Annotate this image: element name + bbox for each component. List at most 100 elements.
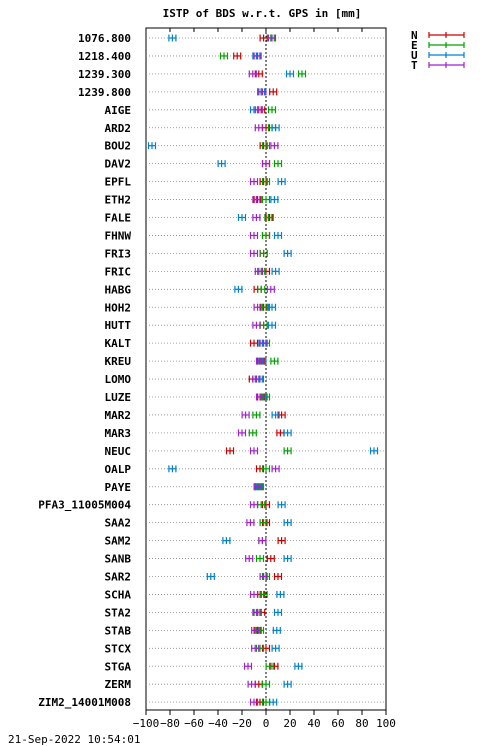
point-e xyxy=(261,465,271,473)
legend-label-u: U xyxy=(411,49,418,62)
point-n xyxy=(266,555,275,563)
x-tick-label: −20 xyxy=(232,717,252,730)
point-e xyxy=(273,160,283,168)
point-t xyxy=(266,285,275,293)
point-e xyxy=(259,590,268,598)
station-label: EPFL xyxy=(105,176,132,189)
x-tick-label: 60 xyxy=(331,717,344,730)
x-tick-label: 0 xyxy=(263,717,270,730)
point-u xyxy=(277,178,286,186)
station-label: BOU2 xyxy=(105,140,132,153)
point-t xyxy=(258,537,267,545)
point-u xyxy=(222,537,231,545)
point-t xyxy=(259,573,268,580)
point-t xyxy=(258,88,267,96)
point-u xyxy=(206,573,215,580)
station-label: OALP xyxy=(105,463,132,476)
point-n xyxy=(276,429,285,437)
station-label: ARD2 xyxy=(105,122,132,135)
station-label: MAR2 xyxy=(105,409,132,422)
point-t xyxy=(252,196,261,204)
point-t xyxy=(254,124,263,132)
station-label: LUZE xyxy=(105,391,132,404)
point-e xyxy=(248,429,257,437)
point-n xyxy=(225,447,235,455)
station-label: ETH2 xyxy=(105,194,132,207)
point-e xyxy=(261,178,271,186)
point-u xyxy=(147,142,157,150)
station-label: 1076.800 xyxy=(78,32,131,45)
point-t xyxy=(252,214,261,221)
point-u xyxy=(369,447,379,455)
x-tick-label: −100 xyxy=(133,717,160,730)
point-u xyxy=(234,285,243,293)
point-u xyxy=(267,321,277,329)
station-label: 1239.300 xyxy=(78,68,131,81)
station-label: KALT xyxy=(105,337,132,350)
point-t xyxy=(270,142,279,150)
station-label: STA2 xyxy=(105,606,132,619)
station-label: FRI3 xyxy=(105,247,132,260)
station-label: ZERM xyxy=(105,678,132,691)
station-label: MAR3 xyxy=(105,427,132,440)
point-u xyxy=(272,626,281,634)
point-e xyxy=(264,214,273,221)
point-t xyxy=(252,321,261,329)
point-t xyxy=(255,357,265,365)
point-u xyxy=(271,644,280,652)
point-u xyxy=(283,680,292,688)
x-tick-label: 20 xyxy=(283,717,296,730)
point-u xyxy=(285,70,295,78)
point-t xyxy=(251,644,260,652)
point-u xyxy=(283,249,292,257)
station-label: STCX xyxy=(105,642,132,655)
station-label: FHNW xyxy=(105,229,132,242)
point-t xyxy=(254,267,263,275)
station-label: 1218.400 xyxy=(78,50,131,63)
point-t xyxy=(249,249,259,257)
chart-title: ISTP of BDS w.r.t. GPS in [mm] xyxy=(163,7,362,20)
legend-label-t: T xyxy=(411,59,418,72)
point-e xyxy=(259,249,268,257)
point-t xyxy=(249,501,259,509)
station-label: PFA3_11005M004 xyxy=(38,499,131,512)
point-t xyxy=(254,106,263,114)
x-tick-label: −40 xyxy=(208,717,228,730)
point-t xyxy=(246,519,255,527)
station-label: SAA2 xyxy=(105,517,132,530)
point-u xyxy=(237,214,247,221)
x-tick-label: −80 xyxy=(160,717,180,730)
point-e xyxy=(252,411,261,419)
point-t xyxy=(252,608,261,616)
point-t xyxy=(241,411,250,419)
station-label: NEUC xyxy=(105,445,132,458)
x-tick-label: −60 xyxy=(184,717,204,730)
point-t xyxy=(261,160,271,168)
point-e xyxy=(297,70,307,78)
station-label: PAYE xyxy=(105,481,132,494)
station-label: 1239.800 xyxy=(78,86,131,99)
x-tick-label: 80 xyxy=(355,717,368,730)
point-u xyxy=(294,662,303,670)
point-n xyxy=(273,573,283,580)
point-u xyxy=(270,196,279,204)
point-t xyxy=(253,483,262,491)
station-label: STAB xyxy=(105,624,132,637)
point-t xyxy=(271,465,280,473)
point-e xyxy=(259,321,268,329)
point-n xyxy=(233,52,242,60)
point-t xyxy=(251,626,260,634)
plot-area: 1076.800 1218.400 1239.300 1239.800 AIGE ARD2… xyxy=(38,27,396,730)
legend-marker-t xyxy=(428,62,465,68)
legend-marker-u xyxy=(428,52,465,58)
point-u xyxy=(168,465,177,473)
point-e xyxy=(283,447,292,455)
station-label: FRIC xyxy=(105,265,132,278)
point-t xyxy=(243,662,253,670)
point-t xyxy=(249,178,259,186)
point-u xyxy=(271,267,280,275)
station-label: SAR2 xyxy=(105,571,132,584)
point-t xyxy=(249,698,259,706)
point-t xyxy=(237,429,247,437)
